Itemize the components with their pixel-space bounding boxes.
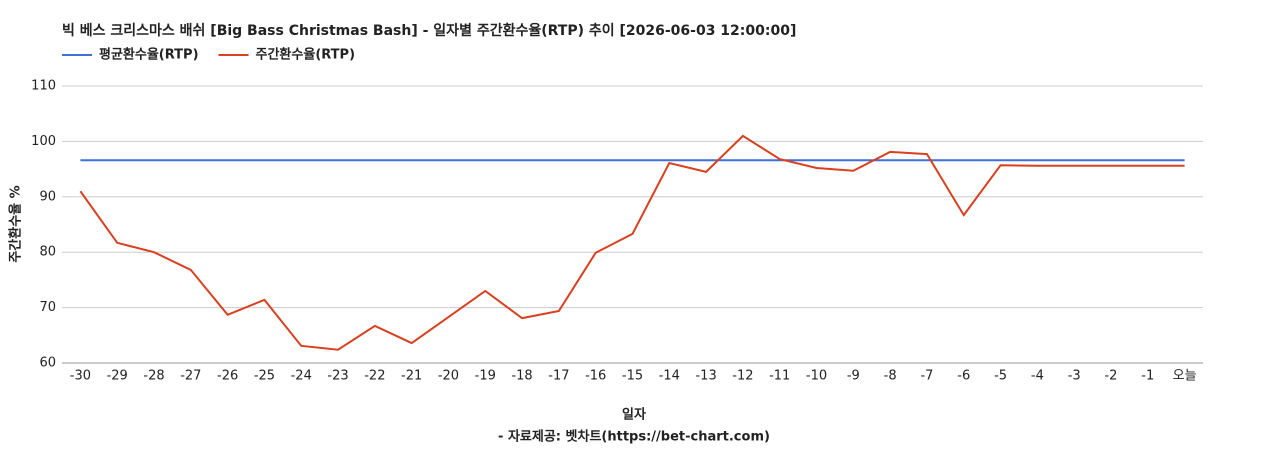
x-tick-label: 오늘 bbox=[1173, 369, 1197, 384]
x-tick-label: -26 bbox=[217, 369, 238, 384]
series-line bbox=[79, 134, 1185, 351]
x-tick-label: -21 bbox=[401, 369, 422, 384]
y-tick-label: 100 bbox=[31, 134, 56, 149]
y-tick-label: 80 bbox=[39, 245, 56, 260]
x-tick-label: -9 bbox=[847, 369, 860, 384]
x-axis-title: 일자 bbox=[622, 408, 646, 423]
x-tick-label: -30 bbox=[70, 369, 91, 384]
y-tick-label: 70 bbox=[39, 300, 56, 315]
x-tick-label: -16 bbox=[585, 369, 606, 384]
x-tick-label: -8 bbox=[884, 369, 897, 384]
source-note: - 자료제공: 벳차트(https://bet-chart.com) bbox=[498, 429, 770, 445]
x-tick-label: -2 bbox=[1104, 369, 1117, 384]
x-tick-label: -24 bbox=[291, 369, 312, 384]
x-tick-label: -7 bbox=[920, 369, 933, 384]
x-tick-label: -4 bbox=[1031, 369, 1044, 384]
x-tick-label: -11 bbox=[769, 369, 790, 384]
x-tick-label: -20 bbox=[438, 369, 459, 384]
x-tick-label: -17 bbox=[548, 369, 569, 384]
legend-label: 평균환수율(RTP) bbox=[99, 47, 199, 63]
y-tick-label: 110 bbox=[31, 79, 56, 94]
x-tick-label: -18 bbox=[511, 369, 532, 384]
x-tick-label: -1 bbox=[1141, 369, 1154, 384]
x-tick-label: -3 bbox=[1068, 369, 1081, 384]
legend-label: 주간환수율(RTP) bbox=[256, 47, 356, 63]
x-tick-label: -28 bbox=[143, 369, 164, 384]
y-tick-label: 60 bbox=[39, 356, 56, 371]
chart-title: 빅 베스 크리스마스 배쉬 [Big Bass Christmas Bash] … bbox=[62, 22, 796, 39]
x-tick-label: -29 bbox=[107, 369, 128, 384]
y-axis-title: 주간환수율 % bbox=[8, 185, 24, 262]
x-tick-label: -23 bbox=[327, 369, 348, 384]
x-tick-label: -12 bbox=[732, 369, 753, 384]
x-tick-label: -10 bbox=[806, 369, 827, 384]
x-tick-label: -22 bbox=[364, 369, 385, 384]
x-tick-label: -15 bbox=[622, 369, 643, 384]
y-tick-label: 90 bbox=[39, 189, 56, 204]
x-tick-label: -27 bbox=[180, 369, 201, 384]
x-tick-label: -14 bbox=[659, 369, 680, 384]
x-tick-label: -6 bbox=[957, 369, 970, 384]
x-tick-label: -19 bbox=[475, 369, 496, 384]
x-tick-label: -5 bbox=[994, 369, 1007, 384]
x-tick-label: -25 bbox=[254, 369, 275, 384]
x-tick-label: -13 bbox=[695, 369, 716, 384]
